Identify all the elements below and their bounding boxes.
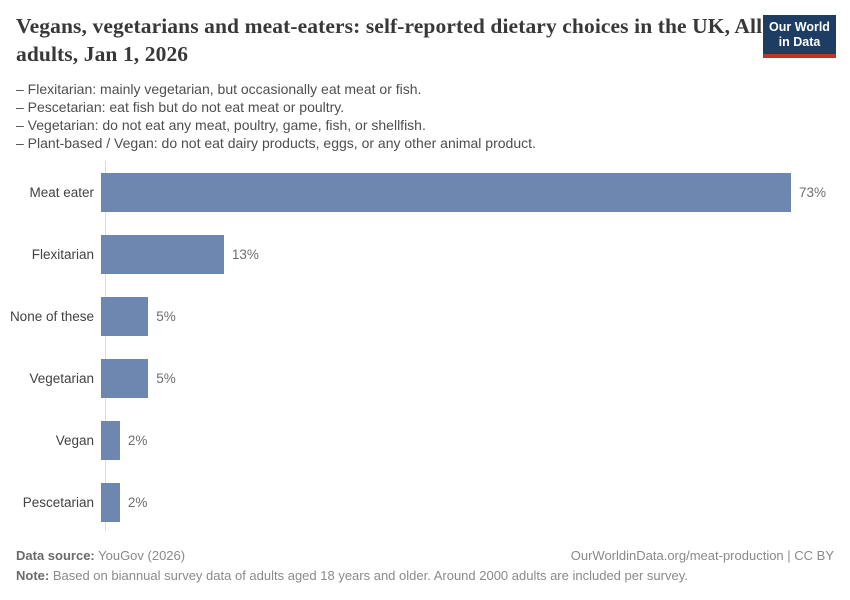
bar[interactable] <box>101 172 791 212</box>
category-label: Pescetarian <box>22 494 94 510</box>
y-axis-line <box>105 161 106 531</box>
definition-flexitarian: – Flexitarian: mainly vegetarian, but oc… <box>16 80 422 97</box>
note-label: Note: <box>16 568 50 583</box>
value-label: 5% <box>156 308 176 324</box>
bar-zone: 2% <box>101 420 148 460</box>
chart-row: Vegan 2% <box>0 409 850 471</box>
category-label: Vegan <box>55 432 94 448</box>
owid-url-license-link[interactable]: OurWorldinData.org/meat-production | CC … <box>570 548 834 563</box>
value-label: 73% <box>799 184 827 200</box>
bar-zone: 73% <box>101 172 827 212</box>
bar-zone: 2% <box>101 482 148 522</box>
chart-subtitle-definitions: – Flexitarian: mainly vegetarian, but oc… <box>16 80 764 152</box>
owid-logo-line1: Our World <box>769 20 830 34</box>
chart-row: Pescetarian 2% <box>0 471 850 533</box>
data-source-value: YouGov (2026) <box>94 548 186 563</box>
bar[interactable] <box>101 296 149 336</box>
data-source: Data source: YouGov (2026) <box>16 546 185 566</box>
note-value: Based on biannual survey data of adults … <box>49 568 688 583</box>
category-label: Meat eater <box>29 184 94 200</box>
footer-note-row: Note: Based on biannual survey data of a… <box>16 566 834 586</box>
footer-source-row: Data source: YouGov (2026) OurWorldinDat… <box>16 546 834 566</box>
bar-zone: 13% <box>101 234 259 274</box>
category-label: None of these <box>9 308 94 324</box>
chart-row: Vegetarian 5% <box>0 347 850 409</box>
bar-chart: Meat eater 73% Flexitarian 13% None of these… <box>0 161 850 533</box>
value-label: 2% <box>127 494 148 510</box>
value-label: 5% <box>156 370 176 386</box>
bar-zone: 5% <box>101 296 176 336</box>
category-label: Flexitarian <box>31 246 94 262</box>
definition-vegan: – Plant-based / Vegan: do not eat dairy … <box>16 134 536 151</box>
bar[interactable] <box>101 482 120 522</box>
bar[interactable] <box>101 420 120 460</box>
owid-logo[interactable]: Our World in Data <box>763 15 836 58</box>
category-label: Vegetarian <box>29 370 94 386</box>
chart-title: Vegans, vegetarians and meat-eaters: sel… <box>16 14 763 66</box>
chart-row: Meat eater 73% <box>0 161 850 223</box>
value-label: 2% <box>127 432 148 448</box>
chart-row: None of these 5% <box>0 285 850 347</box>
data-source-label: Data source: <box>16 548 95 563</box>
bar[interactable] <box>101 358 149 398</box>
chart-rows: Meat eater 73% Flexitarian 13% None of these… <box>0 161 850 533</box>
chart-row: Flexitarian 13% <box>0 223 850 285</box>
bar[interactable] <box>101 234 224 274</box>
chart-footer: Data source: YouGov (2026) OurWorldinDat… <box>16 546 834 586</box>
bar-zone: 5% <box>101 358 176 398</box>
chart-header: Vegans, vegetarians and meat-eaters: sel… <box>16 13 764 152</box>
definition-vegetarian: – Vegetarian: do not eat any meat, poult… <box>16 116 426 133</box>
value-label: 13% <box>231 246 259 262</box>
definition-pescetarian: – Pescetarian: eat fish but do not eat m… <box>16 98 345 115</box>
owid-logo-line2: in Data <box>778 35 821 49</box>
